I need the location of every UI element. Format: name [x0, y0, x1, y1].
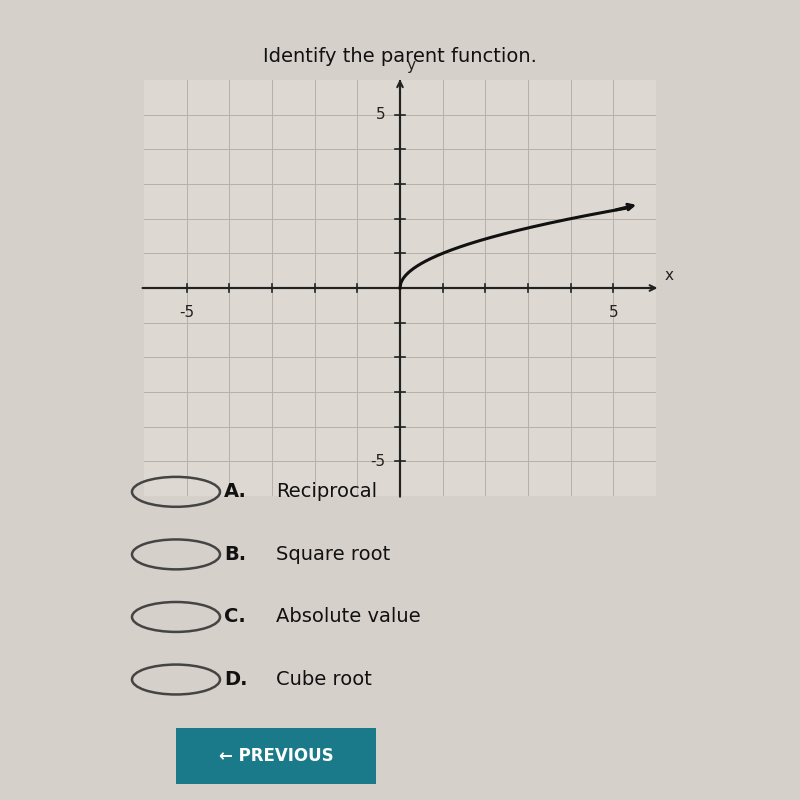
Text: 5: 5 — [375, 107, 385, 122]
Text: -5: -5 — [370, 454, 385, 469]
Text: A.: A. — [224, 482, 247, 502]
Text: Identify the parent function.: Identify the parent function. — [263, 46, 537, 66]
Text: C.: C. — [224, 607, 246, 626]
Text: Absolute value: Absolute value — [276, 607, 421, 626]
Text: y: y — [406, 58, 415, 73]
Text: Cube root: Cube root — [276, 670, 372, 689]
Text: x: x — [665, 268, 674, 282]
Text: D.: D. — [224, 670, 247, 689]
Text: B.: B. — [224, 545, 246, 564]
Text: 5: 5 — [609, 306, 618, 320]
Text: Square root: Square root — [276, 545, 390, 564]
Text: ← PREVIOUS: ← PREVIOUS — [218, 747, 334, 765]
Text: Reciprocal: Reciprocal — [276, 482, 377, 502]
Text: -5: -5 — [179, 306, 194, 320]
